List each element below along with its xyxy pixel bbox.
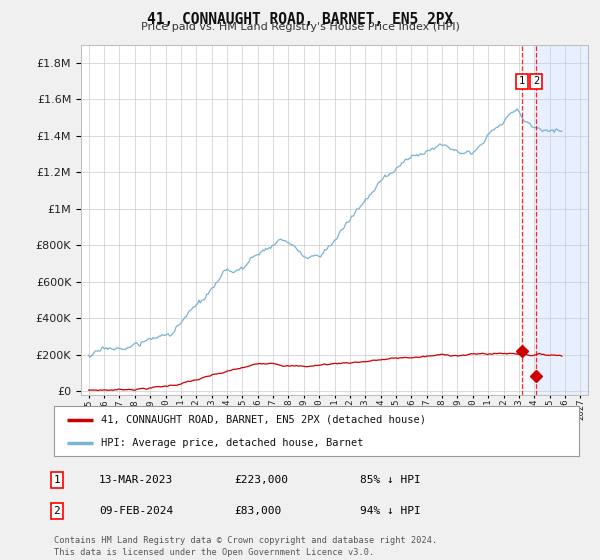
Text: 1: 1 bbox=[518, 76, 525, 86]
Text: Contains HM Land Registry data © Crown copyright and database right 2024.
This d: Contains HM Land Registry data © Crown c… bbox=[54, 536, 437, 557]
Text: £83,000: £83,000 bbox=[234, 506, 281, 516]
Text: 41, CONNAUGHT ROAD, BARNET, EN5 2PX (detached house): 41, CONNAUGHT ROAD, BARNET, EN5 2PX (det… bbox=[101, 414, 426, 424]
Text: 1: 1 bbox=[53, 475, 61, 485]
Bar bbox=[536, 45, 588, 395]
Text: 09-FEB-2024: 09-FEB-2024 bbox=[99, 506, 173, 516]
Text: HPI: Average price, detached house, Barnet: HPI: Average price, detached house, Barn… bbox=[101, 438, 364, 448]
Text: 85% ↓ HPI: 85% ↓ HPI bbox=[360, 475, 421, 485]
Bar bbox=[522, 45, 588, 395]
Bar bbox=[536, 45, 588, 395]
Text: 13-MAR-2023: 13-MAR-2023 bbox=[99, 475, 173, 485]
Text: Price paid vs. HM Land Registry's House Price Index (HPI): Price paid vs. HM Land Registry's House … bbox=[140, 22, 460, 32]
Text: 2: 2 bbox=[53, 506, 61, 516]
Text: £223,000: £223,000 bbox=[234, 475, 288, 485]
Text: 94% ↓ HPI: 94% ↓ HPI bbox=[360, 506, 421, 516]
Text: 2: 2 bbox=[533, 76, 539, 86]
Text: 41, CONNAUGHT ROAD, BARNET, EN5 2PX: 41, CONNAUGHT ROAD, BARNET, EN5 2PX bbox=[147, 12, 453, 27]
